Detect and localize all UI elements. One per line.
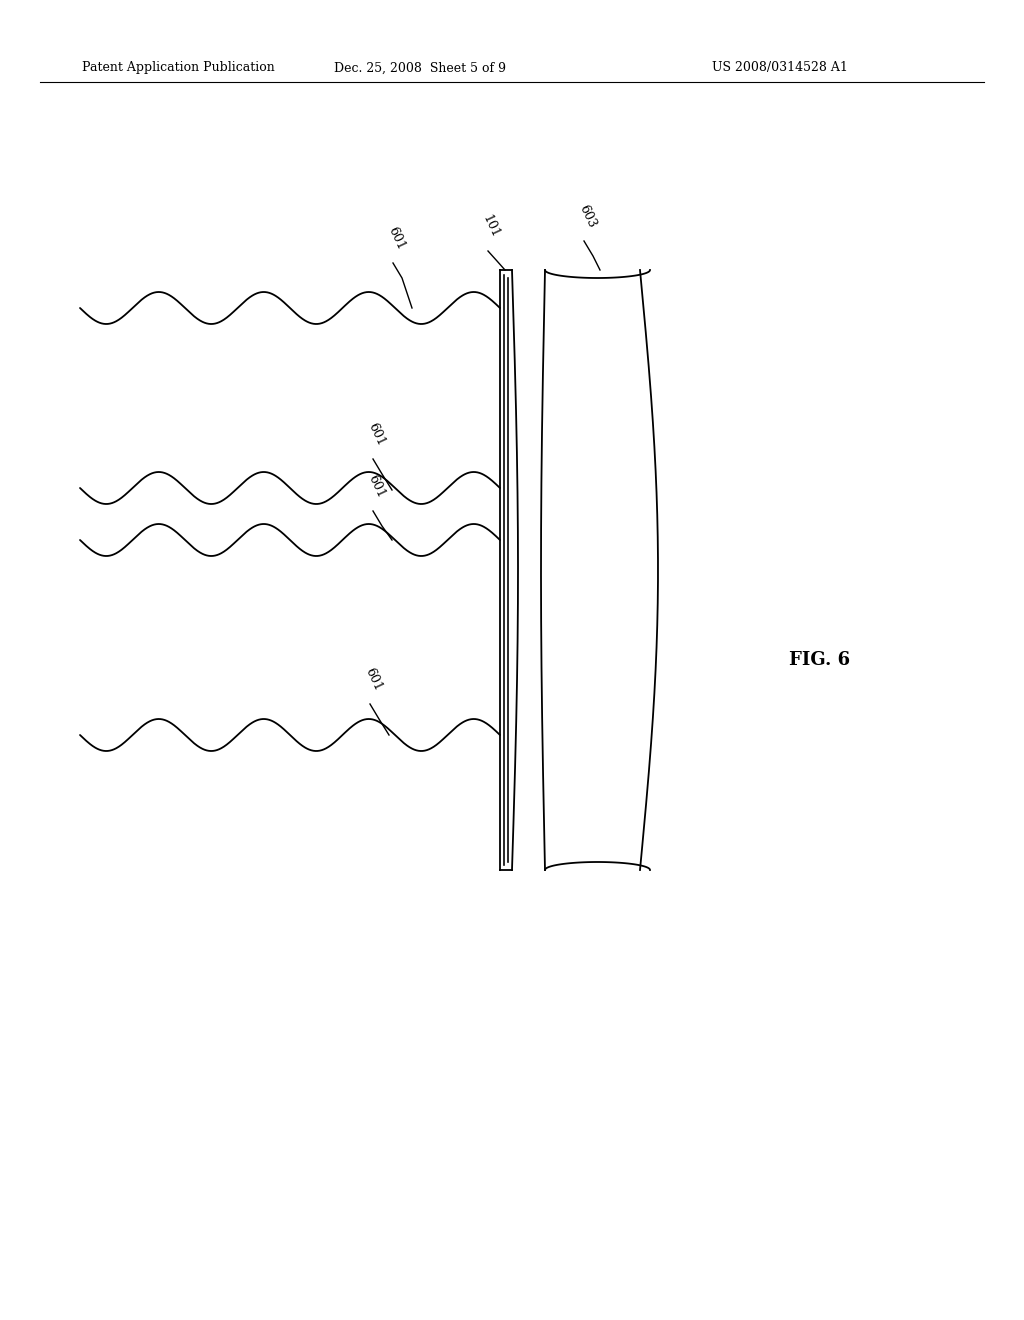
Text: FIG. 6: FIG. 6 xyxy=(790,651,851,669)
Text: Patent Application Publication: Patent Application Publication xyxy=(82,62,274,74)
Text: Dec. 25, 2008  Sheet 5 of 9: Dec. 25, 2008 Sheet 5 of 9 xyxy=(334,62,506,74)
Text: 601: 601 xyxy=(362,665,384,693)
Text: 603: 603 xyxy=(575,203,598,230)
Text: 601: 601 xyxy=(365,421,387,447)
Text: 601: 601 xyxy=(385,224,407,252)
Text: 601: 601 xyxy=(365,473,387,500)
Text: US 2008/0314528 A1: US 2008/0314528 A1 xyxy=(712,62,848,74)
Text: 101: 101 xyxy=(480,213,502,240)
